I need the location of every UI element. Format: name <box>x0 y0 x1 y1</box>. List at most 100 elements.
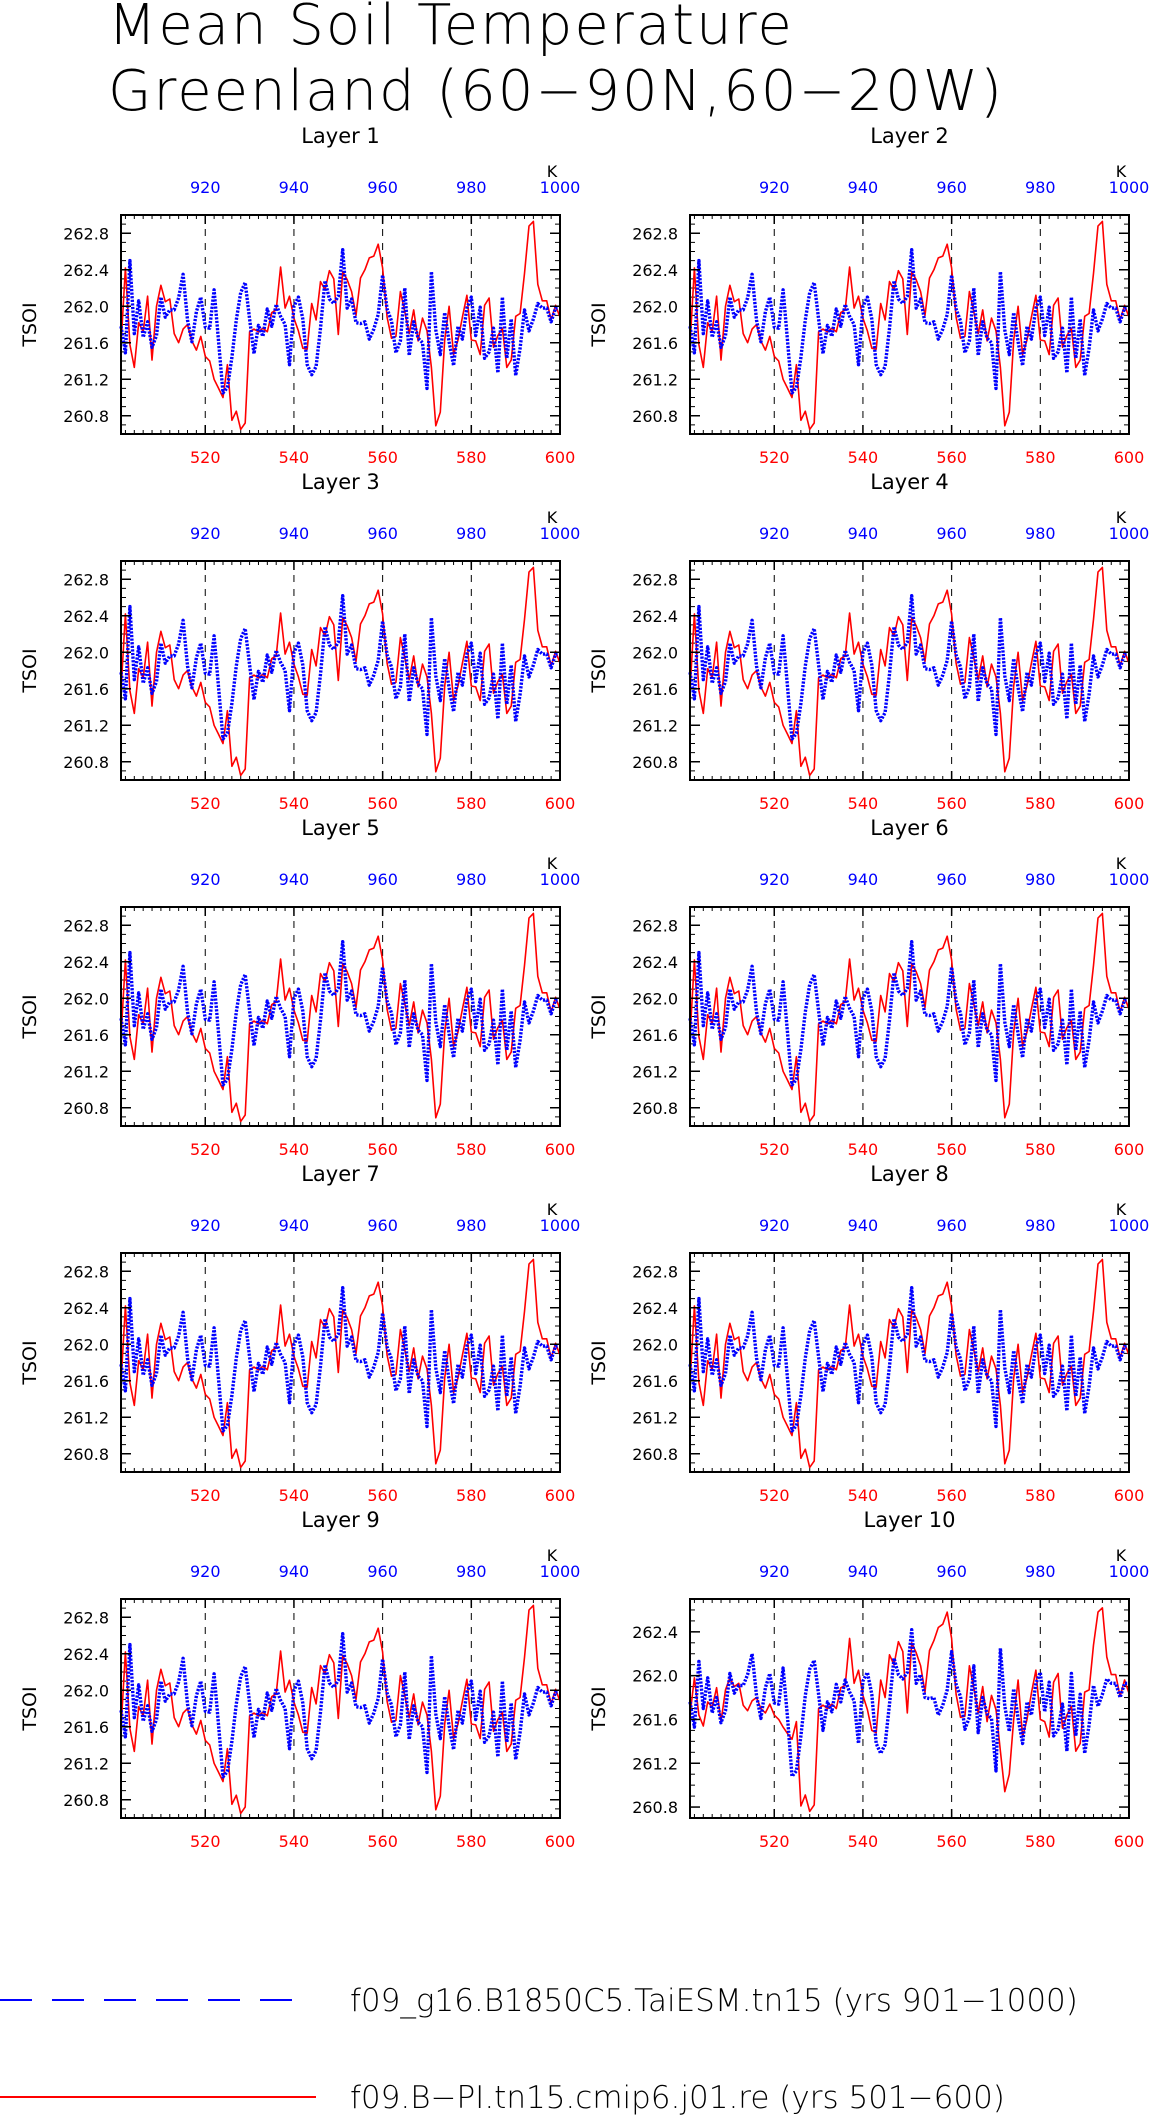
x2-tick-label: 1000 <box>1109 1216 1150 1235</box>
y-axis-label: TSOI <box>19 302 41 347</box>
series-line-blue <box>119 940 560 1087</box>
series-line-red <box>689 1258 1130 1469</box>
y-tick-label: 260.8 <box>63 407 109 426</box>
x2-tick-label: 940 <box>279 178 310 197</box>
x-tick-label: 560 <box>936 1486 967 1505</box>
x-tick-label: 520 <box>759 448 790 467</box>
y-axis-label: TSOI <box>588 994 610 1039</box>
x-tick-label: 520 <box>190 448 221 467</box>
y-tick-label: 262.8 <box>63 1262 109 1281</box>
x-tick-label: 540 <box>848 794 879 813</box>
y-tick-label: 261.2 <box>632 1408 678 1427</box>
y-tick-label: 262.4 <box>63 953 109 972</box>
x-tick-label: 540 <box>279 1832 310 1851</box>
x-tick-label: 580 <box>456 1140 487 1159</box>
series-line-blue <box>119 247 560 395</box>
x-tick-label: 560 <box>936 794 967 813</box>
x2-tick-label: 1000 <box>540 870 581 889</box>
x2-tick-label: 980 <box>456 178 487 197</box>
x2-tick-label: 960 <box>936 1562 967 1581</box>
x-tick-label: 560 <box>367 448 398 467</box>
y-tick-label: 262.8 <box>632 224 678 243</box>
y-tick-label: 261.6 <box>632 1710 678 1729</box>
y-tick-label: 262.4 <box>632 1623 678 1642</box>
y-tick-label: 260.8 <box>632 1445 678 1464</box>
series-line-red <box>120 220 561 431</box>
plot-frame <box>689 214 1130 435</box>
y-tick-label: 261.2 <box>63 370 109 389</box>
x2-tick-label: 1000 <box>1109 178 1150 197</box>
y-tick-label: 262.4 <box>632 607 678 626</box>
y-tick-label: 261.2 <box>63 1408 109 1427</box>
x2-tick-label: 920 <box>190 1216 221 1235</box>
x2-tick-label: 960 <box>367 524 398 543</box>
x2-tick-label: 980 <box>1025 1216 1056 1235</box>
y-tick-label: 262.0 <box>632 1335 678 1354</box>
x2-tick-label: 1000 <box>540 1216 581 1235</box>
series-line-blue <box>688 594 1129 741</box>
x2-tick-label: 1000 <box>1109 524 1150 543</box>
plot-frame <box>120 906 561 1127</box>
panel-title: Layer 2 <box>870 124 949 148</box>
y-tick-label: 260.8 <box>63 1791 109 1810</box>
x-tick-label: 560 <box>367 1140 398 1159</box>
x2-tick-label: 920 <box>759 524 790 543</box>
series-line-blue <box>119 594 560 741</box>
panel-title: Layer 7 <box>301 1162 380 1186</box>
y-tick-label: 261.2 <box>63 716 109 735</box>
y-tick-label: 261.2 <box>632 716 678 735</box>
y-tick-label: 262.4 <box>63 1645 109 1664</box>
y-axis-label: TSOI <box>588 648 610 693</box>
series-line-blue <box>688 247 1129 395</box>
y-tick-label: 260.8 <box>63 1445 109 1464</box>
y-tick-label: 260.8 <box>632 407 678 426</box>
y-tick-label: 262.0 <box>63 1681 109 1700</box>
y-axis-label: TSOI <box>588 302 610 347</box>
x-tick-label: 560 <box>936 1140 967 1159</box>
x-tick-label: 540 <box>279 1486 310 1505</box>
y-tick-label: 261.6 <box>632 680 678 699</box>
x-tick-label: 600 <box>1114 1486 1145 1505</box>
x2-tick-label: 940 <box>848 870 879 889</box>
y-tick-label: 262.4 <box>632 953 678 972</box>
x2-tick-label: 920 <box>759 1562 790 1581</box>
x-tick-label: 600 <box>545 1486 576 1505</box>
top-axis-unit: K <box>547 1546 558 1565</box>
x-tick-label: 600 <box>1114 1140 1145 1159</box>
y-tick-label: 261.2 <box>632 1062 678 1081</box>
y-tick-label: 261.6 <box>63 1718 109 1737</box>
x-tick-label: 600 <box>545 1140 576 1159</box>
top-axis-unit: K <box>547 854 558 873</box>
y-tick-label: 260.8 <box>63 1099 109 1118</box>
y-tick-label: 262.0 <box>632 989 678 1008</box>
y-tick-label: 262.0 <box>632 297 678 316</box>
y-tick-label: 261.2 <box>632 370 678 389</box>
x-tick-label: 600 <box>545 1832 576 1851</box>
x2-tick-label: 1000 <box>1109 870 1150 889</box>
x-tick-label: 520 <box>190 1486 221 1505</box>
y-tick-label: 260.8 <box>632 1099 678 1118</box>
y-axis-label: TSOI <box>19 994 41 1039</box>
panel-title: Layer 6 <box>870 816 949 840</box>
y-tick-label: 262.8 <box>63 224 109 243</box>
top-axis-unit: K <box>1116 1546 1127 1565</box>
panel-title: Layer 3 <box>301 470 380 494</box>
x2-tick-label: 980 <box>1025 1562 1056 1581</box>
y-tick-label: 260.8 <box>632 1798 678 1817</box>
plot-frame <box>120 560 561 781</box>
figure-title-line-1: Mean Soil Temperature <box>108 0 794 58</box>
y-axis-label: TSOI <box>19 1686 41 1731</box>
plot-frame <box>689 1252 1130 1473</box>
top-axis-unit: K <box>1116 508 1127 527</box>
y-tick-label: 262.8 <box>63 916 109 935</box>
panel-title: Layer 1 <box>301 124 380 148</box>
y-tick-label: 262.0 <box>632 643 678 662</box>
y-tick-label: 262.8 <box>632 1262 678 1281</box>
series-line-blue <box>119 1631 560 1779</box>
y-tick-label: 262.4 <box>63 607 109 626</box>
x-tick-label: 580 <box>1025 1140 1056 1159</box>
x2-tick-label: 940 <box>848 1216 879 1235</box>
x-tick-label: 520 <box>190 1832 221 1851</box>
